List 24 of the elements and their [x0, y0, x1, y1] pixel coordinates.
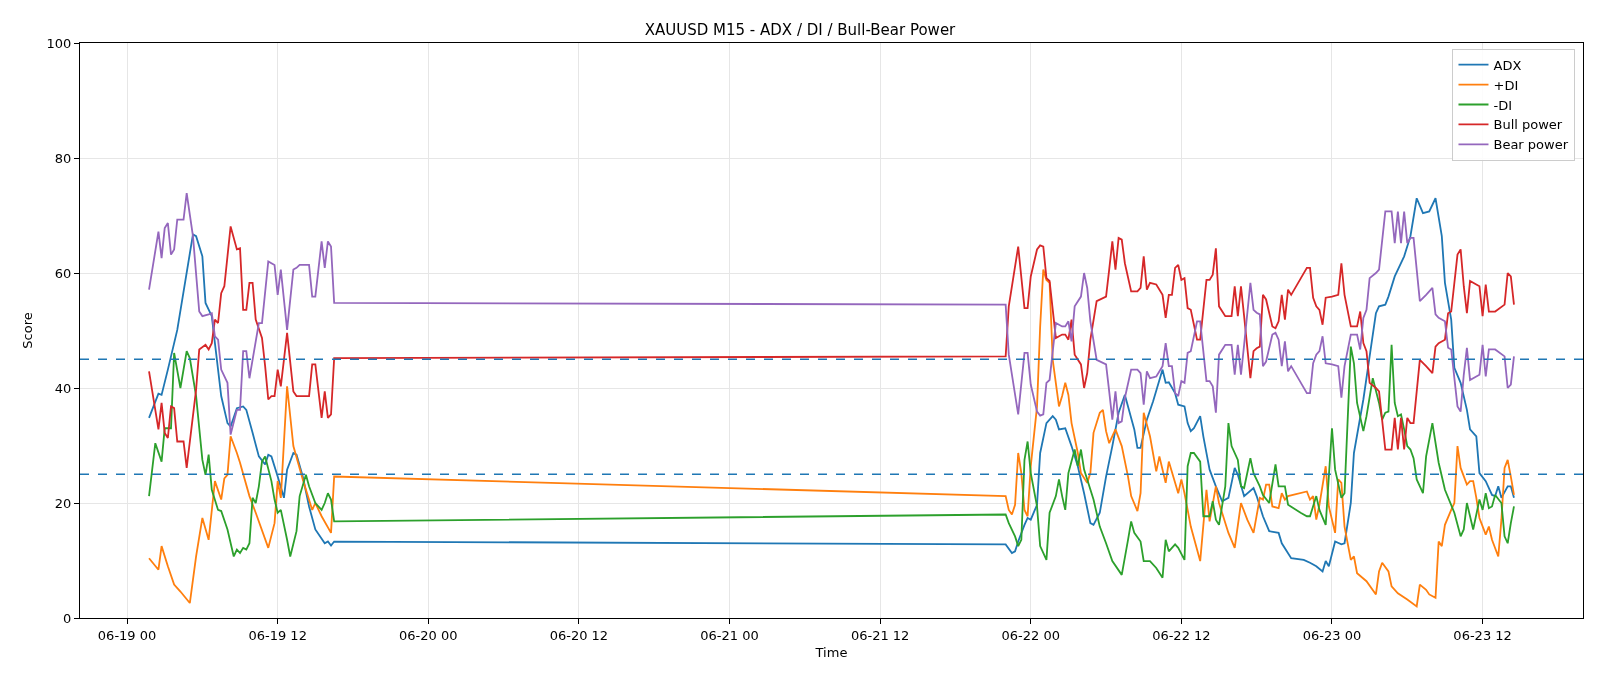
legend-label: ADX: [1493, 57, 1522, 73]
x-tick-label: 06-22 00: [1001, 627, 1060, 643]
legend-label: -DI: [1493, 97, 1513, 113]
y-tick-label: 100: [46, 35, 72, 51]
x-tick-label: 06-23 12: [1453, 627, 1512, 643]
x-tick-label: 06-21 12: [850, 627, 910, 643]
y-tick-label: 20: [54, 495, 72, 511]
y-tick-label: 40: [54, 380, 72, 396]
y-tick-label: 0: [63, 610, 72, 626]
x-tick-label: 06-19 12: [248, 627, 307, 643]
legend-label: Bull power: [1493, 117, 1563, 133]
x-tick-label: 06-21 00: [700, 627, 759, 643]
x-tick-label: 06-23 00: [1302, 627, 1362, 643]
x-tick-label: 06-20 00: [399, 627, 458, 643]
y-tick-label: 60: [54, 265, 72, 281]
legend-label: Bear power: [1493, 137, 1569, 153]
x-tick-label: 06-19 00: [97, 627, 157, 643]
x-tick-label: 06-22 12: [1152, 627, 1211, 643]
chart-title: XAUUSD M15 - ADX / DI / Bull-Bear Power: [644, 20, 957, 39]
x-axis-title: Time: [814, 645, 848, 661]
x-tick-label: 06-20 12: [549, 627, 609, 643]
y-axis-title: Score: [20, 312, 36, 349]
y-tick-label: 80: [54, 150, 72, 166]
legend-label: +DI: [1493, 77, 1519, 93]
